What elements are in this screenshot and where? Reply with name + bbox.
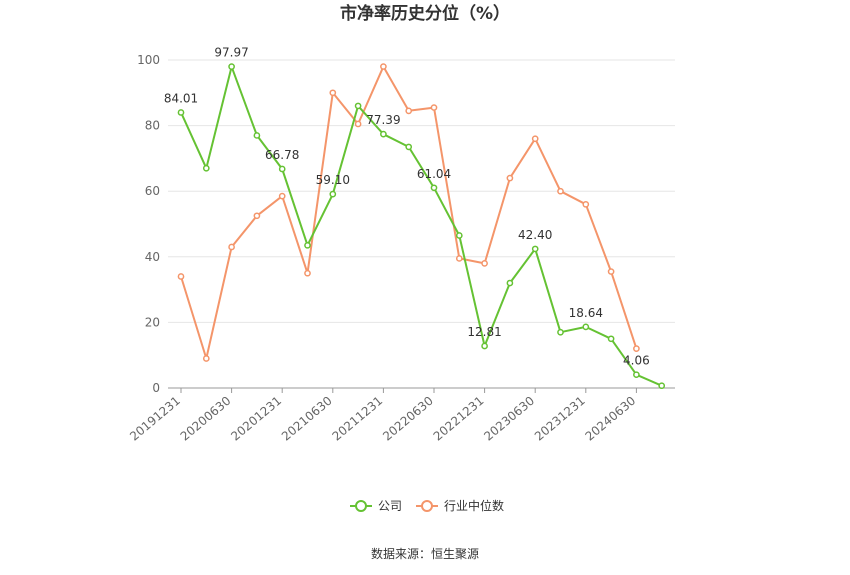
data-point[interactable] [658,382,666,390]
series-0 [177,63,666,390]
data-point[interactable] [354,102,362,110]
data-point[interactable] [582,323,590,331]
series-line [180,65,663,387]
x-tick-label: 20240630 [583,394,639,444]
data-label: 66.78 [265,148,299,162]
data-point[interactable] [430,104,438,111]
data-point[interactable] [405,143,413,151]
y-tick-label: 80 [145,119,160,133]
data-label: 61.04 [417,167,451,181]
x-tick-label: 20220630 [380,394,436,444]
data-point[interactable] [506,174,514,182]
data-labels: 84.01 97.97 66.78 59.10 77.39 61.04 12.81 42.40… [164,46,650,368]
data-point[interactable] [253,132,261,139]
data-point[interactable] [455,232,463,239]
legend-marker [355,500,367,512]
data-point[interactable] [607,335,615,343]
x-tick-label: 20210630 [279,394,335,444]
data-label: 42.40 [518,228,552,242]
data-point[interactable] [481,342,488,350]
data-point[interactable] [430,184,438,192]
y-tick-label: 0 [152,381,160,395]
data-label: 18.64 [569,306,603,320]
data-label: 4.06 [623,354,650,368]
data-point[interactable] [633,345,640,352]
legend-marker [421,500,433,512]
x-tick-label: 20201231 [228,394,284,444]
series-1 [177,63,640,362]
legend-item-0[interactable]: 公司 [350,499,402,513]
data-point[interactable] [582,200,590,208]
axes: 0204060801002019123120200630202012312021… [127,53,675,444]
data-point[interactable] [531,135,539,143]
y-tick-label: 20 [145,315,160,329]
data-source: 数据来源：恒生聚源 [371,546,479,561]
data-label: 59.10 [316,173,350,187]
data-point[interactable] [177,109,185,116]
data-point[interactable] [228,63,235,71]
data-point[interactable] [202,164,210,172]
data-point[interactable] [380,63,387,70]
data-point[interactable] [380,130,387,138]
legend-label: 公司 [378,499,402,513]
data-point[interactable] [278,165,286,173]
data-point[interactable] [177,273,185,280]
x-tick-label: 20221231 [431,394,487,444]
data-label: 12.81 [467,325,501,339]
x-tick-label: 20231231 [532,394,588,444]
chart-title: 市净率历史分位（%） [340,3,510,24]
data-point[interactable] [304,241,311,249]
y-tick-label: 60 [145,184,160,198]
data-point[interactable] [633,371,640,379]
data-point[interactable] [405,107,413,115]
x-tick-label: 20211231 [330,394,386,444]
y-tick-label: 100 [137,53,160,67]
data-point[interactable] [481,260,488,267]
data-point[interactable] [455,255,463,262]
data-point[interactable] [557,328,564,336]
data-point[interactable] [329,190,337,198]
x-tick-label: 20191231 [127,394,183,444]
data-point[interactable] [354,120,362,128]
data-point[interactable] [253,212,261,220]
legend[interactable]: 公司 行业中位数 [350,498,504,513]
data-point[interactable] [202,355,210,362]
x-tick-label: 20200630 [178,394,234,444]
data-point[interactable] [607,268,615,275]
data-point[interactable] [557,187,564,195]
data-point[interactable] [228,243,235,251]
data-point[interactable] [278,192,286,200]
series-layer [177,63,666,390]
data-label: 97.97 [214,46,248,60]
legend-label: 行业中位数 [444,498,504,513]
data-point[interactable] [329,89,337,97]
data-point[interactable] [304,269,311,277]
x-tick-label: 20230630 [481,394,537,444]
data-label: 77.39 [366,113,400,127]
data-label: 84.01 [164,91,198,105]
y-tick-label: 40 [145,250,160,264]
data-point[interactable] [531,245,539,253]
legend-item-1[interactable]: 行业中位数 [416,498,504,513]
data-point[interactable] [506,279,514,287]
